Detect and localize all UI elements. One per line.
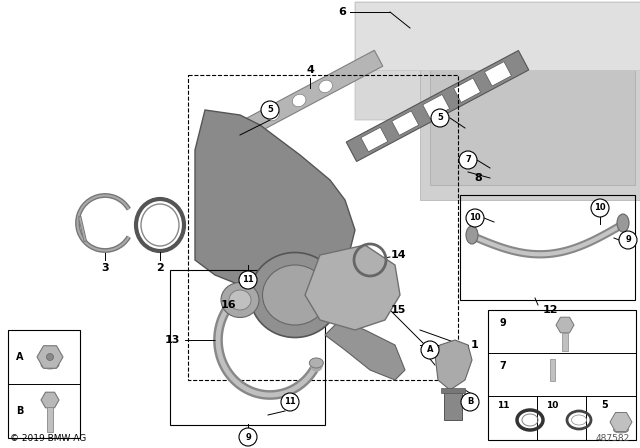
Bar xyxy=(202,50,383,158)
Polygon shape xyxy=(435,340,472,390)
Polygon shape xyxy=(355,2,640,120)
Ellipse shape xyxy=(262,265,328,325)
Text: 2: 2 xyxy=(156,263,164,273)
Text: 12: 12 xyxy=(542,305,557,315)
Bar xyxy=(346,51,529,161)
Circle shape xyxy=(459,151,477,169)
Text: 10: 10 xyxy=(594,203,606,212)
Bar xyxy=(484,62,511,86)
Text: © 2019 BMW AG: © 2019 BMW AG xyxy=(10,434,86,443)
Text: 11: 11 xyxy=(284,397,296,406)
Text: 16: 16 xyxy=(220,300,236,310)
Polygon shape xyxy=(305,245,400,330)
Ellipse shape xyxy=(614,427,628,433)
Polygon shape xyxy=(430,40,635,185)
Bar xyxy=(8,330,80,438)
Circle shape xyxy=(281,393,299,411)
Polygon shape xyxy=(195,110,355,290)
Circle shape xyxy=(619,231,637,249)
Text: A: A xyxy=(427,345,433,354)
Bar xyxy=(562,333,568,351)
Text: 1: 1 xyxy=(471,340,479,350)
Bar xyxy=(550,359,555,381)
Circle shape xyxy=(466,209,484,227)
Ellipse shape xyxy=(466,226,478,244)
Text: A: A xyxy=(16,352,24,362)
Bar xyxy=(488,310,636,440)
Bar xyxy=(454,78,481,103)
Polygon shape xyxy=(325,320,405,380)
Ellipse shape xyxy=(213,137,227,149)
Text: 487582: 487582 xyxy=(596,434,630,443)
Text: 11: 11 xyxy=(242,276,254,284)
Polygon shape xyxy=(420,30,640,200)
Text: B: B xyxy=(16,406,24,416)
Ellipse shape xyxy=(47,353,54,361)
Circle shape xyxy=(591,199,609,217)
Ellipse shape xyxy=(292,94,306,107)
Text: 9: 9 xyxy=(500,318,506,328)
Bar xyxy=(441,388,465,393)
Bar xyxy=(361,127,388,152)
Text: 9: 9 xyxy=(245,432,251,441)
Text: B: B xyxy=(467,397,473,406)
Circle shape xyxy=(461,393,479,411)
Ellipse shape xyxy=(41,361,59,369)
Text: 15: 15 xyxy=(390,305,406,315)
Ellipse shape xyxy=(309,358,323,368)
Text: 9: 9 xyxy=(625,236,631,245)
Circle shape xyxy=(431,109,449,127)
Ellipse shape xyxy=(229,290,251,310)
Text: 3: 3 xyxy=(101,263,109,273)
Bar xyxy=(188,75,458,380)
Circle shape xyxy=(239,428,257,446)
Text: 13: 13 xyxy=(164,335,180,345)
Ellipse shape xyxy=(319,80,332,93)
Bar xyxy=(47,407,53,432)
Ellipse shape xyxy=(239,122,253,135)
Bar xyxy=(170,270,325,425)
Text: 10: 10 xyxy=(546,401,558,409)
Text: 6: 6 xyxy=(338,7,346,17)
Text: 14: 14 xyxy=(390,250,406,260)
Ellipse shape xyxy=(221,283,259,318)
Circle shape xyxy=(261,101,279,119)
Circle shape xyxy=(421,341,439,359)
Bar xyxy=(444,390,462,420)
Text: 10: 10 xyxy=(469,214,481,223)
Text: 4: 4 xyxy=(306,65,314,75)
Text: 8: 8 xyxy=(474,173,482,183)
Text: 7: 7 xyxy=(500,361,506,371)
Bar xyxy=(392,111,419,135)
Text: 11: 11 xyxy=(497,401,509,409)
Ellipse shape xyxy=(250,253,340,337)
Ellipse shape xyxy=(266,108,280,121)
Polygon shape xyxy=(355,2,640,70)
Text: 7: 7 xyxy=(465,155,471,164)
Ellipse shape xyxy=(617,214,629,232)
Bar xyxy=(460,195,635,300)
Text: 5: 5 xyxy=(602,400,609,410)
Text: 5: 5 xyxy=(267,105,273,115)
Circle shape xyxy=(239,271,257,289)
Bar xyxy=(422,95,450,119)
Text: 5: 5 xyxy=(437,113,443,122)
